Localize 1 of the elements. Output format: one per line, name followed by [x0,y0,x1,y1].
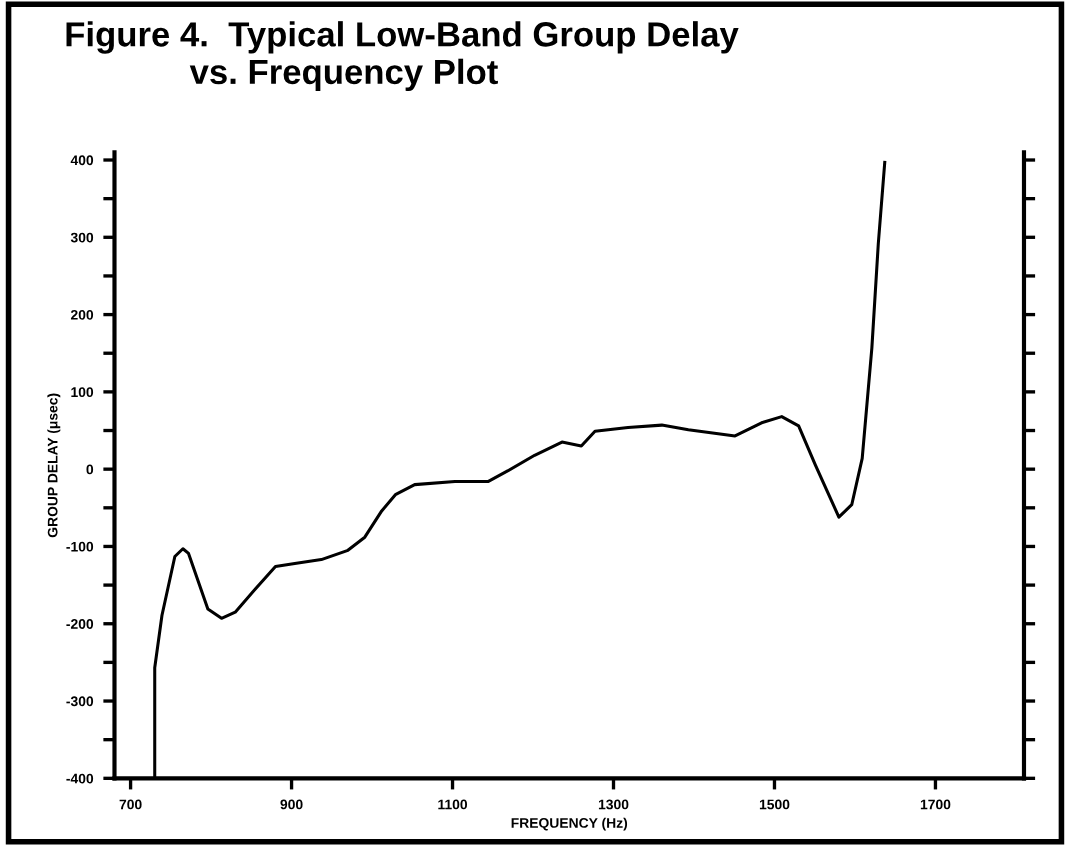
chart-title: Figure 4. Typical Low-Band Group Delay vs. Frequency Plot [66,21,739,92]
